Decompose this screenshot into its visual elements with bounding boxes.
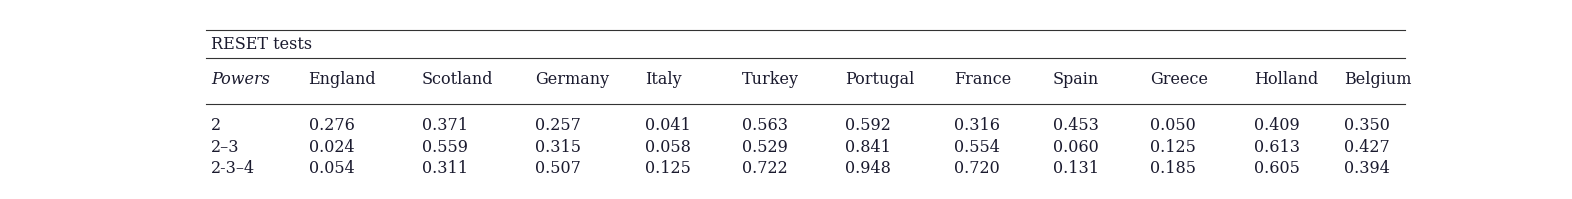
Text: 0.131: 0.131 xyxy=(1053,160,1099,177)
Text: 0.125: 0.125 xyxy=(1151,139,1196,156)
Text: 0.371: 0.371 xyxy=(421,117,468,134)
Text: Spain: Spain xyxy=(1053,71,1099,88)
Text: Turkey: Turkey xyxy=(742,71,799,88)
Text: 0.054: 0.054 xyxy=(308,160,354,177)
Text: 0.613: 0.613 xyxy=(1254,139,1300,156)
Text: France: France xyxy=(954,71,1011,88)
Text: 2–3: 2–3 xyxy=(211,139,239,156)
Text: 0.350: 0.350 xyxy=(1344,117,1390,134)
Text: 0.529: 0.529 xyxy=(742,139,788,156)
Text: 0.185: 0.185 xyxy=(1151,160,1196,177)
Text: Holland: Holland xyxy=(1254,71,1319,88)
Text: Powers: Powers xyxy=(211,71,270,88)
Text: 0.394: 0.394 xyxy=(1344,160,1390,177)
Text: 0.605: 0.605 xyxy=(1254,160,1300,177)
Text: 0.315: 0.315 xyxy=(534,139,582,156)
Text: Greece: Greece xyxy=(1151,71,1209,88)
Text: 0.722: 0.722 xyxy=(742,160,788,177)
Text: 0.563: 0.563 xyxy=(742,117,788,134)
Text: 0.024: 0.024 xyxy=(308,139,354,156)
Text: 0.592: 0.592 xyxy=(844,117,890,134)
Text: England: England xyxy=(308,71,376,88)
Text: 0.427: 0.427 xyxy=(1344,139,1390,156)
Text: Portugal: Portugal xyxy=(844,71,913,88)
Text: 0.050: 0.050 xyxy=(1151,117,1196,134)
Text: Germany: Germany xyxy=(534,71,610,88)
Text: 0.276: 0.276 xyxy=(308,117,354,134)
Text: Belgium: Belgium xyxy=(1344,71,1412,88)
Text: 0.948: 0.948 xyxy=(844,160,890,177)
Text: 0.060: 0.060 xyxy=(1053,139,1099,156)
Text: 0.125: 0.125 xyxy=(645,160,690,177)
Text: 0.409: 0.409 xyxy=(1254,117,1300,134)
Text: RESET tests: RESET tests xyxy=(211,36,313,53)
Text: 0.453: 0.453 xyxy=(1053,117,1099,134)
Text: 0.058: 0.058 xyxy=(645,139,690,156)
Text: 0.554: 0.554 xyxy=(954,139,1000,156)
Text: 0.720: 0.720 xyxy=(954,160,1000,177)
Text: 0.311: 0.311 xyxy=(421,160,468,177)
Text: 0.507: 0.507 xyxy=(534,160,582,177)
Text: 2-3–4: 2-3–4 xyxy=(211,160,255,177)
Text: 0.041: 0.041 xyxy=(645,117,690,134)
Text: 0.316: 0.316 xyxy=(954,117,1000,134)
Text: Scotland: Scotland xyxy=(421,71,494,88)
Text: 0.257: 0.257 xyxy=(534,117,582,134)
Text: Italy: Italy xyxy=(645,71,681,88)
Text: 2: 2 xyxy=(211,117,222,134)
Text: 0.559: 0.559 xyxy=(421,139,468,156)
Text: 0.841: 0.841 xyxy=(844,139,890,156)
